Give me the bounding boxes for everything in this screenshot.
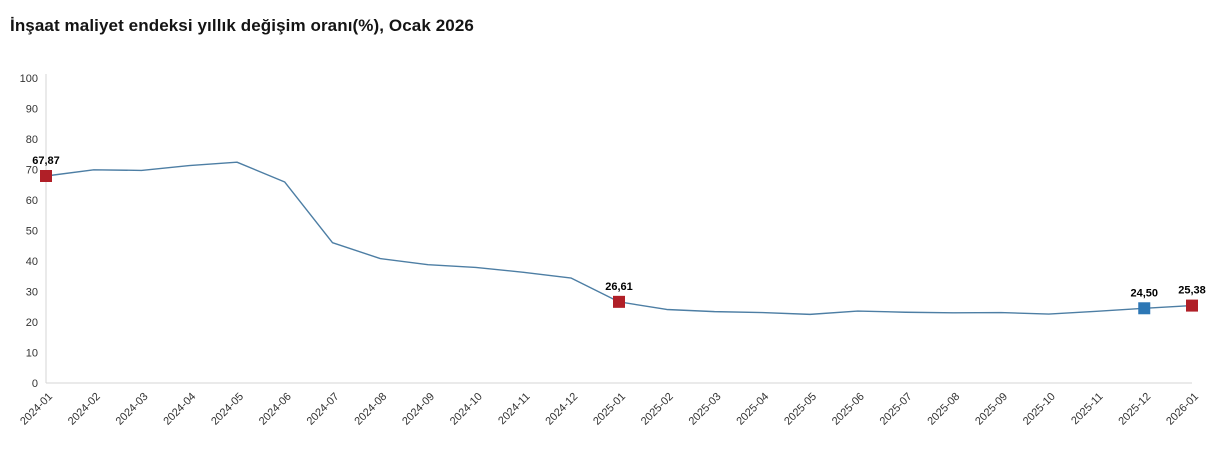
data-point-value-label: 24,50 bbox=[1130, 287, 1158, 299]
data-point-marker[interactable] bbox=[613, 295, 625, 308]
x-axis-tick-label: 2025-01 bbox=[591, 391, 628, 428]
x-axis-tick-label: 2025-03 bbox=[687, 391, 724, 428]
chart-title: İnşaat maliyet endeksi yıllık değişim or… bbox=[10, 16, 474, 35]
x-axis-tick-label: 2024-10 bbox=[448, 391, 485, 428]
y-axis-tick-label: 40 bbox=[26, 256, 38, 268]
data-point-value-label: 25,38 bbox=[1178, 285, 1206, 297]
data-point-marker[interactable] bbox=[40, 169, 52, 182]
x-axis-tick-label: 2024-02 bbox=[66, 391, 103, 428]
y-axis-tick-label: 50 bbox=[26, 226, 38, 238]
y-axis-tick-label: 0 bbox=[32, 378, 38, 390]
y-axis-tick-label: 80 bbox=[26, 134, 38, 146]
data-point-value-label: 67,87 bbox=[32, 155, 60, 167]
x-axis-tick-label: 2025-06 bbox=[830, 391, 867, 428]
x-axis-tick-label: 2024-07 bbox=[305, 391, 342, 428]
x-axis-tick-label: 2024-12 bbox=[543, 391, 580, 428]
x-axis-tick-label: 2025-12 bbox=[1116, 391, 1153, 428]
x-axis-tick-label: 2025-09 bbox=[973, 391, 1010, 428]
x-axis-tick-label: 2025-11 bbox=[1069, 391, 1105, 427]
x-axis-tick-label: 2024-03 bbox=[114, 391, 151, 428]
y-axis-tick-label: 70 bbox=[26, 165, 38, 177]
x-axis-tick-label: 2024-09 bbox=[400, 391, 437, 428]
x-axis-tick-label: 2025-04 bbox=[734, 391, 771, 428]
data-point-marker[interactable] bbox=[1186, 299, 1198, 312]
y-axis-tick-label: 100 bbox=[20, 73, 38, 85]
x-axis-tick-label: 2025-08 bbox=[925, 391, 962, 428]
y-axis-tick-label: 90 bbox=[26, 104, 38, 116]
y-axis-tick-label: 30 bbox=[26, 287, 38, 299]
x-axis-tick-label: 2024-08 bbox=[352, 391, 389, 428]
x-axis-tick-label: 2026-01 bbox=[1164, 391, 1201, 428]
x-axis-tick-label: 2025-07 bbox=[878, 391, 915, 428]
y-axis-tick-label: 20 bbox=[26, 317, 38, 329]
data-point-marker[interactable] bbox=[1138, 302, 1151, 315]
y-axis-tick-label: 10 bbox=[26, 348, 38, 360]
data-point-value-label: 26,61 bbox=[605, 281, 633, 293]
x-axis-tick-label: 2025-10 bbox=[1021, 391, 1058, 428]
x-axis-tick-label: 2024-04 bbox=[161, 391, 198, 428]
x-axis-tick-label: 2024-06 bbox=[257, 391, 294, 428]
x-axis-tick-label: 2025-02 bbox=[639, 391, 676, 428]
x-axis-tick-label: 2024-11 bbox=[496, 391, 532, 427]
x-axis-tick-label: 2024-01 bbox=[18, 391, 55, 428]
x-axis-tick-label: 2025-05 bbox=[782, 391, 819, 428]
y-axis-tick-label: 60 bbox=[26, 195, 38, 207]
x-axis-tick-label: 2024-05 bbox=[209, 391, 246, 428]
